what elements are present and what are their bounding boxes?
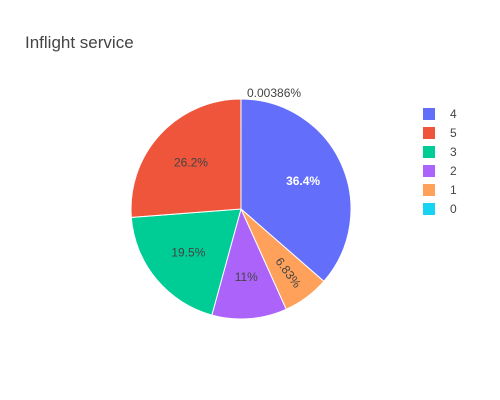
legend-item-1[interactable]: 1 [423, 183, 457, 197]
pie-slice-2[interactable] [211, 207, 287, 320]
slice-label-4: 36.4% [286, 174, 320, 188]
chart-title: Inflight service [25, 33, 134, 52]
slice-label-2: 11% [235, 270, 258, 284]
pie-slice-3[interactable] [130, 208, 242, 316]
legend-label-1: 1 [450, 183, 457, 197]
legend-item-3[interactable]: 3 [423, 145, 457, 159]
legend-label-0: 0 [450, 202, 457, 216]
slice-label-0: 0.00386% [247, 86, 301, 100]
legend-item-4[interactable]: 4 [423, 107, 457, 121]
legend-swatch-2 [423, 165, 435, 177]
slice-label-3: 19.5% [171, 245, 205, 259]
legend-swatch-5 [423, 127, 435, 139]
pie-slice-4[interactable] [240, 98, 352, 283]
legend-item-2[interactable]: 2 [423, 164, 457, 178]
legend-swatch-0 [423, 203, 435, 215]
slice-label-5: 26.2% [174, 156, 208, 170]
legend: 4 5 3 2 1 0 [423, 107, 457, 216]
legend-swatch-4 [423, 108, 435, 120]
legend-label-2: 2 [450, 164, 457, 178]
legend-item-5[interactable]: 5 [423, 126, 457, 140]
legend-item-0[interactable]: 0 [423, 202, 457, 216]
pie-slice-5[interactable] [130, 98, 242, 218]
legend-label-5: 5 [450, 126, 457, 140]
legend-label-3: 3 [450, 145, 457, 159]
legend-label-4: 4 [450, 107, 457, 121]
pie-slices [130, 98, 352, 320]
legend-swatch-3 [423, 146, 435, 158]
legend-swatch-1 [423, 184, 435, 196]
